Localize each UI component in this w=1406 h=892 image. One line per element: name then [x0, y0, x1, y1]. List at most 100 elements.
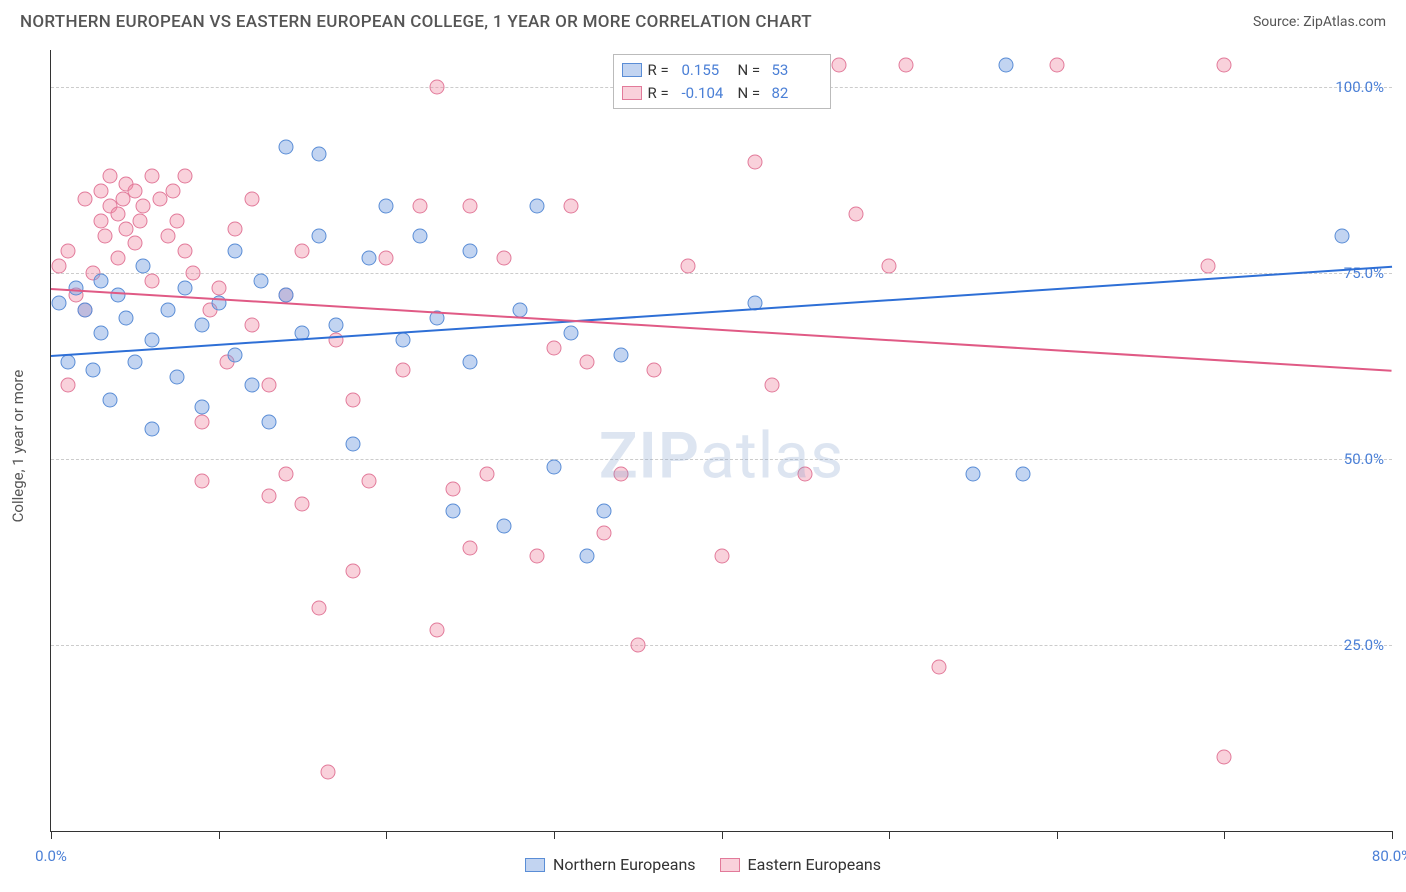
data-point [412, 228, 427, 243]
data-point [97, 228, 112, 243]
data-point [245, 191, 260, 206]
y-axis-label: College, 1 year or more [9, 370, 27, 523]
data-point [580, 548, 595, 563]
data-point [1200, 258, 1215, 273]
data-point [85, 362, 100, 377]
data-point [530, 199, 545, 214]
data-point [127, 184, 142, 199]
data-point [166, 184, 181, 199]
data-point [136, 258, 151, 273]
source-attribution: Source: ZipAtlas.com [1253, 14, 1386, 30]
data-point [1016, 466, 1031, 481]
data-point [446, 504, 461, 519]
legend-label: Eastern Europeans [748, 855, 881, 874]
gridline [51, 645, 1392, 646]
data-point [412, 199, 427, 214]
data-point [60, 243, 75, 258]
data-point [178, 281, 193, 296]
data-point [613, 347, 628, 362]
x-tick-label: 80.0% [1372, 847, 1406, 865]
data-point [52, 258, 67, 273]
data-point [714, 548, 729, 563]
data-point [429, 80, 444, 95]
series-legend: Northern Europeans Eastern Europeans [525, 855, 881, 874]
data-point [312, 147, 327, 162]
data-point [1217, 57, 1232, 72]
data-point [328, 318, 343, 333]
legend-item-northern: Northern Europeans [525, 855, 696, 874]
data-point [77, 191, 92, 206]
data-point [630, 638, 645, 653]
legend-swatch-eastern [622, 86, 642, 100]
data-point [898, 57, 913, 72]
data-point [111, 288, 126, 303]
data-point [932, 660, 947, 675]
x-tick [386, 831, 387, 839]
data-point [379, 251, 394, 266]
legend-swatch-northern [622, 63, 642, 77]
data-point [345, 392, 360, 407]
data-point [194, 400, 209, 415]
data-point [178, 243, 193, 258]
data-point [228, 347, 243, 362]
data-point [563, 325, 578, 340]
data-point [530, 548, 545, 563]
data-point [194, 414, 209, 429]
data-point [261, 489, 276, 504]
data-point [463, 355, 478, 370]
data-point [60, 377, 75, 392]
data-point [1049, 57, 1064, 72]
data-point [186, 266, 201, 281]
scatter-chart: R = 0.155 N = 53 R = -0.104 N = 82 ZIPat… [50, 50, 1392, 832]
data-point [253, 273, 268, 288]
data-point [680, 258, 695, 273]
data-point [320, 764, 335, 779]
data-point [228, 221, 243, 236]
data-point [345, 437, 360, 452]
data-point [169, 214, 184, 229]
data-point [999, 57, 1014, 72]
data-point [312, 600, 327, 615]
x-tick [722, 831, 723, 839]
x-tick [51, 831, 52, 839]
data-point [396, 362, 411, 377]
y-tick-label: 25.0% [1344, 636, 1384, 654]
data-point [169, 370, 184, 385]
x-tick [1224, 831, 1225, 839]
watermark: ZIPatlas [599, 419, 844, 494]
data-point [178, 169, 193, 184]
gridline [51, 273, 1392, 274]
y-tick-label: 100.0% [1335, 78, 1384, 96]
data-point [94, 325, 109, 340]
data-point [52, 295, 67, 310]
data-point [463, 199, 478, 214]
data-point [446, 481, 461, 496]
data-point [345, 563, 360, 578]
data-point [261, 377, 276, 392]
data-point [597, 504, 612, 519]
data-point [228, 243, 243, 258]
data-point [312, 228, 327, 243]
data-point [965, 466, 980, 481]
data-point [546, 340, 561, 355]
data-point [111, 206, 126, 221]
data-point [194, 318, 209, 333]
data-point [748, 154, 763, 169]
data-point [831, 57, 846, 72]
legend-row-northern: R = 0.155 N = 53 [622, 59, 822, 82]
legend-item-eastern: Eastern Europeans [720, 855, 881, 874]
data-point [144, 273, 159, 288]
data-point [647, 362, 662, 377]
data-point [496, 251, 511, 266]
data-point [111, 251, 126, 266]
data-point [144, 169, 159, 184]
data-point [144, 422, 159, 437]
data-point [463, 541, 478, 556]
data-point [261, 414, 276, 429]
data-point [362, 251, 377, 266]
data-point [102, 169, 117, 184]
x-tick [219, 831, 220, 839]
data-point [764, 377, 779, 392]
data-point [429, 623, 444, 638]
data-point [362, 474, 377, 489]
